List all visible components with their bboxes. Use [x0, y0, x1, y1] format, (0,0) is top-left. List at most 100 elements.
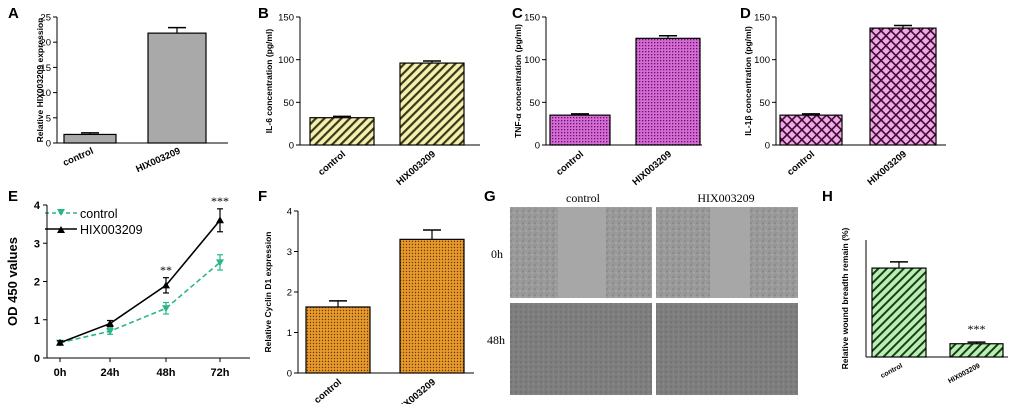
- y-axis-label: OD 450 values: [5, 237, 20, 326]
- category-label-hix003209: HIX003209: [865, 149, 908, 188]
- y-tick-label: 50: [529, 98, 540, 109]
- wound-row-label-48h: 48h: [487, 333, 505, 347]
- wound-col-label-control: control: [566, 191, 601, 205]
- category-label-hix003209: HIX003209: [394, 149, 437, 188]
- data-point-control-72h: [216, 259, 224, 267]
- data-point-hix003209-24h: [106, 319, 114, 327]
- y-tick-label: 0: [765, 141, 770, 152]
- data-point-hix003209-0h: [56, 338, 64, 346]
- y-tick-label: 100: [278, 55, 294, 66]
- bar-control: [779, 114, 843, 146]
- significance-marker: ***: [968, 322, 986, 336]
- significance-marker: **: [160, 263, 172, 277]
- bar-control: [63, 133, 117, 144]
- y-axis-label: IL-1β concentration (pg/ml): [743, 26, 753, 136]
- y-tick-label: 50: [283, 98, 294, 109]
- legend-marker-control: [57, 209, 65, 216]
- significance-marker: ***: [211, 194, 229, 208]
- y-tick-label: 0: [289, 141, 294, 152]
- panel-letter-g: G: [484, 188, 496, 205]
- y-tick-label: 4: [34, 200, 41, 212]
- y-tick-label: 150: [278, 13, 294, 24]
- wound-image-grid: control HIX003209 0h 48h: [487, 191, 798, 395]
- data-point-hix003209-48h: [162, 281, 170, 289]
- y-tick-label: 100: [524, 55, 540, 66]
- y-tick-label: 0: [287, 369, 292, 380]
- panel-letter-c: C: [512, 5, 523, 22]
- data-point-control-48h: [162, 305, 170, 313]
- chart-h: Relative wound breadth remain (%) control…: [840, 227, 1008, 385]
- panel-letter-a: A: [8, 5, 19, 22]
- y-tick-label: 3: [34, 238, 40, 250]
- bar-control: [305, 306, 371, 374]
- chart-b: 0 50 100 150 IL-6 concentration (pg/ml) contr…: [264, 13, 480, 188]
- y-tick-label: 2: [34, 277, 40, 289]
- y-tick-label: 150: [524, 13, 540, 24]
- y-tick-label: 2: [287, 288, 292, 299]
- bar-hix003209: [399, 62, 465, 146]
- wound-col-label-hix003209: HIX003209: [697, 191, 754, 205]
- y-tick-label: 10: [40, 88, 51, 99]
- y-axis-label: Relative Cyclin D1 expression: [263, 232, 273, 353]
- y-tick-label: 100: [754, 55, 770, 66]
- y-axis-label: Relative wound breadth remain (%): [840, 227, 850, 369]
- legend-e: control HIX003209: [45, 207, 143, 237]
- category-label-control: control: [785, 149, 817, 178]
- bar-control: [309, 117, 375, 146]
- y-tick-label: 0: [46, 139, 51, 150]
- bar-hix003209: [399, 238, 465, 374]
- category-label-control: control: [61, 146, 95, 169]
- category-label-hix003209: HIX003209: [947, 363, 981, 386]
- y-tick-label: 3: [287, 247, 292, 258]
- category-label-control: control: [880, 363, 904, 380]
- category-label-control: control: [554, 149, 586, 178]
- category-label-control: control: [316, 149, 348, 178]
- category-label-hix003209: HIX003209: [630, 149, 673, 188]
- panel-letter-b: B: [258, 5, 269, 22]
- y-tick-label: 15: [40, 63, 51, 74]
- y-tick-label: 20: [40, 38, 51, 49]
- data-point-hix003209-72h: [216, 216, 224, 224]
- y-axis-label: Relative HIX003209 expression: [35, 18, 45, 143]
- bar-hix003209: [147, 32, 207, 144]
- category-label-hix003209: HIX003209: [394, 377, 437, 404]
- category-label-control: control: [312, 377, 344, 404]
- series-line-control: [59, 261, 221, 344]
- wound-image-control-48h: [510, 303, 652, 395]
- data-point-control-24h: [106, 328, 114, 336]
- y-tick-label: 4: [287, 207, 292, 218]
- y-tick-label: 5: [46, 113, 51, 124]
- x-tick-label: 72h: [211, 367, 230, 379]
- wound-image-hix003209-0h: [656, 207, 798, 298]
- chart-f: 0 1 2 3 4 Relative Cyclin D1 expression contro…: [263, 207, 474, 404]
- y-axis-label: TNF-α concentration (pg/ml): [513, 24, 523, 138]
- y-tick-label: 25: [40, 13, 51, 24]
- y-tick-label: 0: [535, 141, 540, 152]
- y-tick-label: 0: [34, 353, 40, 365]
- panel-letter-e: E: [8, 188, 18, 205]
- bar-control: [871, 267, 927, 358]
- bar-hix003209: [949, 343, 1004, 358]
- legend-label-control: control: [80, 207, 118, 221]
- category-label-hix003209: HIX003209: [134, 146, 182, 175]
- wound-row-label-0h: 0h: [491, 247, 503, 261]
- x-tick-label: 24h: [101, 367, 120, 379]
- bar-control: [549, 114, 611, 146]
- panel-letter-h: H: [822, 188, 833, 205]
- wound-image-control-0h: [510, 207, 652, 298]
- legend-marker-hix003209: [57, 226, 65, 233]
- x-tick-label: 48h: [157, 367, 176, 379]
- bar-hix003209: [869, 27, 937, 146]
- series-line-hix003209: [59, 219, 221, 344]
- y-axis-label: IL-6 concentration (pg/ml): [264, 29, 274, 134]
- x-tick-label: 0h: [54, 367, 67, 379]
- wound-image-hix003209-48h: [656, 303, 798, 395]
- y-tick-label: 1: [287, 328, 292, 339]
- legend-label-hix003209: HIX003209: [80, 223, 143, 237]
- y-tick-label: 50: [759, 98, 770, 109]
